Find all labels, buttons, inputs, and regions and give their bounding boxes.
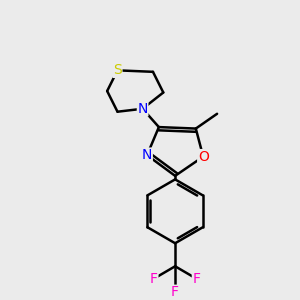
Text: O: O [198, 150, 208, 164]
Text: S: S [113, 63, 122, 77]
Text: N: N [137, 102, 148, 116]
Text: F: F [192, 272, 200, 286]
Text: N: N [142, 148, 152, 162]
Text: F: F [150, 272, 158, 286]
Text: F: F [171, 285, 179, 299]
